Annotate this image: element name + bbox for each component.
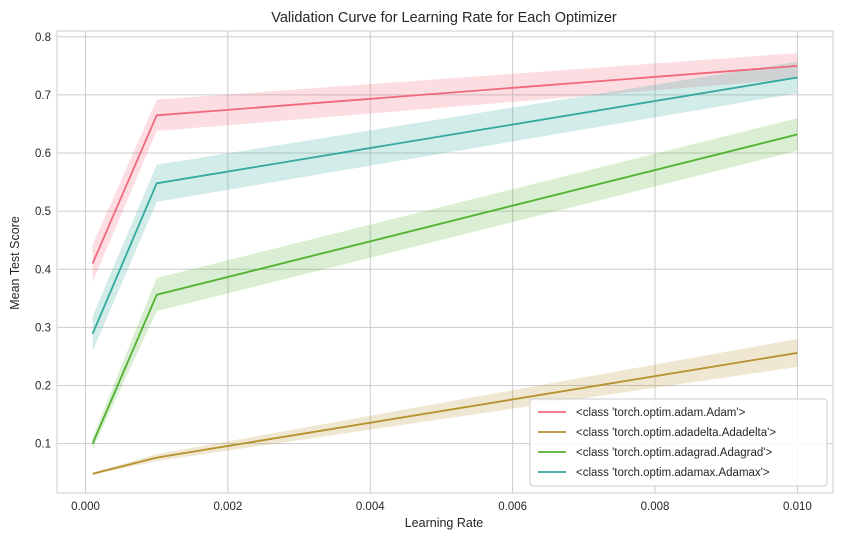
x-tick-label: 0.008: [641, 501, 670, 513]
confidence-band-series-1: [92, 339, 798, 475]
y-tick-label: 0.6: [35, 148, 51, 160]
series-line-3: [91, 76, 798, 335]
y-tick-label: 0.7: [35, 90, 51, 102]
legend-box: [529, 398, 828, 487]
confidence-band-series-0: [92, 53, 798, 282]
x-tick-label: 0.004: [356, 501, 385, 513]
legend-label: <class 'torch.optim.adamax.Adamax'>: [576, 467, 770, 479]
x-tick-label: 0.000: [71, 501, 100, 513]
grid: [57, 31, 833, 493]
x-axis-label: Learning Rate: [405, 516, 484, 530]
y-tick-label: 0.3: [35, 322, 51, 334]
legend-label: <class 'torch.optim.adadelta.Adadelta'>: [576, 427, 776, 439]
x-tick-label: 0.006: [498, 501, 527, 513]
y-tick-label: 0.4: [35, 264, 52, 276]
legend-label: <class 'torch.optim.adam.Adam'>: [576, 407, 746, 419]
y-tick-label: 0.8: [35, 32, 51, 44]
series-line-2: [91, 133, 798, 444]
chart-title: Validation Curve for Learning Rate for E…: [271, 10, 617, 26]
y-tick-label: 0.2: [35, 380, 51, 392]
legend: <class 'torch.optim.adam.Adam'> <class 't…: [529, 398, 828, 487]
plot-frame: [56, 30, 834, 494]
y-axis-label: Mean Test Score: [8, 216, 22, 310]
x-tick-label: 0.010: [783, 501, 812, 513]
legend-label: <class 'torch.optim.adagrad.Adagrad'>: [576, 447, 772, 459]
series-lines: [91, 65, 798, 475]
confidence-band-series-3: [92, 61, 798, 352]
series-line-0: [91, 65, 798, 264]
tick-labels: 0.000 0.002 0.004 0.006 0.008 0.010 0.1 0.2 0.3 0…: [35, 32, 812, 513]
y-tick-label: 0.1: [35, 439, 51, 451]
y-tick-label: 0.5: [35, 206, 51, 218]
series-line-1: [92, 352, 798, 475]
x-tick-label: 0.002: [213, 501, 242, 513]
